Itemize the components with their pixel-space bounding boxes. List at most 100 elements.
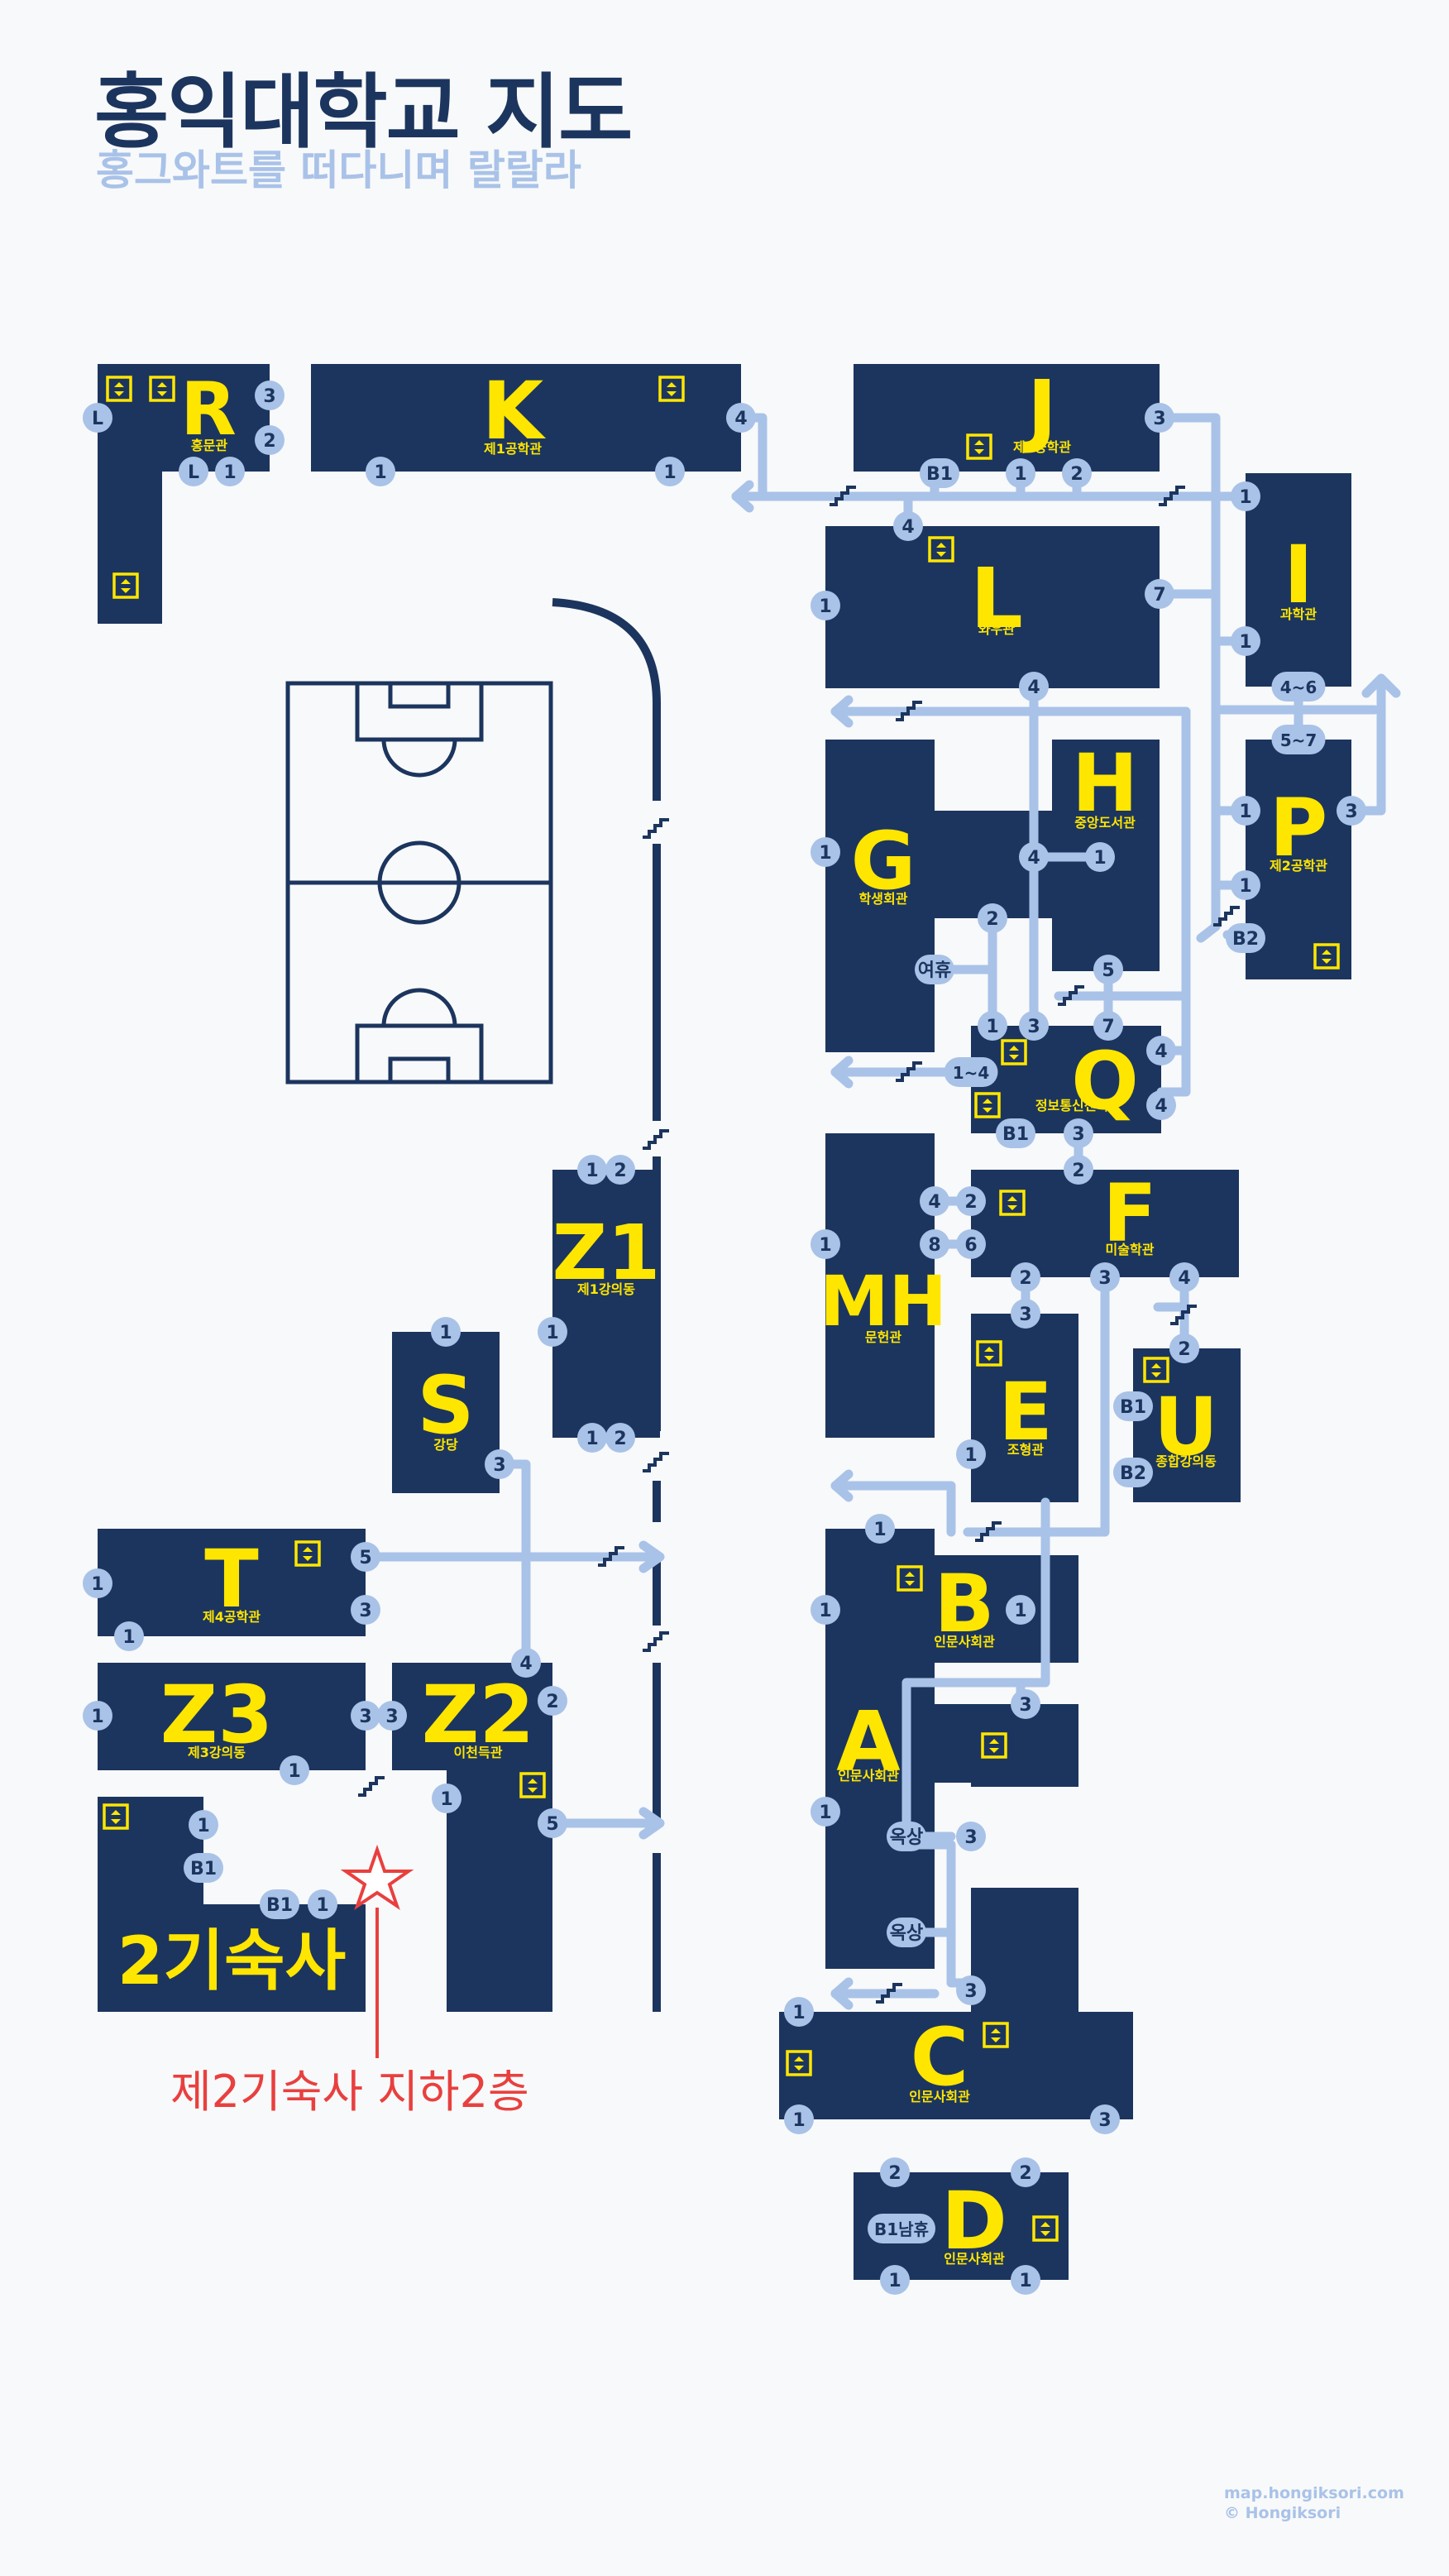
svg-text:1: 1 <box>1019 2271 1031 2291</box>
building-name-T: 제4공학관 <box>203 1609 261 1625</box>
building-letter-H: H <box>1072 737 1138 830</box>
entrance-marker-q-4-upper: 4 <box>1146 1036 1176 1065</box>
building-letter-B: B <box>934 1558 994 1650</box>
page-subtitle: 홍그와트를 떠다니며 랄랄라 <box>96 146 581 194</box>
svg-text:1: 1 <box>792 2003 805 2023</box>
entrance-marker-t-1-bottom: 1 <box>114 1621 144 1651</box>
svg-text:1: 1 <box>586 1429 598 1449</box>
entrance-marker-a-3-bottom: 3 <box>956 1975 986 2005</box>
building-letter-MH: MH <box>820 1261 947 1342</box>
entrance-marker-i-1-mid: 1 <box>1231 626 1260 656</box>
entrance-marker-q-3-bottom: 3 <box>1064 1118 1093 1148</box>
svg-text:1: 1 <box>1093 848 1106 869</box>
building-letter-Z2: Z2 <box>422 1669 534 1761</box>
svg-text:2: 2 <box>614 1161 626 1181</box>
svg-text:1: 1 <box>873 1520 886 1540</box>
entrance-marker-i-1-top: 1 <box>1231 481 1260 511</box>
entrance-marker-f-4-right: 4 <box>1169 1262 1199 1292</box>
entrance-marker-r-1: 1 <box>215 457 245 486</box>
building-letter-I: I <box>1284 529 1313 621</box>
building-name-MH: 문헌관 <box>865 1329 901 1345</box>
svg-text:2: 2 <box>1070 464 1083 485</box>
svg-text:L: L <box>188 462 199 483</box>
building-letter-D: D <box>941 2175 1007 2267</box>
entrance-marker-p-1: 1 <box>1231 796 1260 826</box>
svg-text:1: 1 <box>223 462 236 483</box>
svg-text:1: 1 <box>888 2271 901 2291</box>
building-name-Z2: 이천득관 <box>454 1745 503 1760</box>
dorm-annotation: 제2기숙사 지하2층 <box>170 2066 529 2118</box>
svg-text:B1: B1 <box>190 1859 217 1879</box>
entrance-marker-f-2-left: 2 <box>956 1186 986 1216</box>
building-name-B: 인문사회관 <box>934 1634 995 1650</box>
entrance-marker-q-1: 1 <box>978 1011 1007 1041</box>
svg-text:1: 1 <box>439 1323 452 1343</box>
svg-text:B1: B1 <box>266 1895 293 1916</box>
entrance-marker-f-4-left: 4 <box>920 1186 949 1216</box>
svg-text:4: 4 <box>519 1654 532 1674</box>
svg-text:1: 1 <box>316 1895 328 1916</box>
buildings <box>98 364 1351 2280</box>
building-name-E: 조형관 <box>1007 1442 1044 1458</box>
building-G <box>825 740 1052 1052</box>
svg-text:5: 5 <box>1102 960 1114 981</box>
route-arrows <box>731 480 854 2010</box>
entrance-marker-z1-2-top: 2 <box>605 1155 635 1185</box>
svg-text:4: 4 <box>1155 1096 1167 1117</box>
building-name-D: 인문사회관 <box>944 2251 1005 2267</box>
entrance-marker-d-2-left: 2 <box>880 2157 910 2187</box>
entrance-marker-g-rest: 여휴 <box>915 955 954 984</box>
svg-text:1: 1 <box>1239 632 1251 653</box>
svg-text:3: 3 <box>1072 1124 1084 1145</box>
building-letter-K: K <box>482 365 547 457</box>
building-letter-J: J <box>1022 363 1057 456</box>
building-T <box>98 1529 366 1636</box>
entrance-marker-d-1-right: 1 <box>1011 2265 1040 2295</box>
entrance-marker-l-1: 1 <box>811 591 840 620</box>
entrance-marker-a-3-top: 3 <box>1011 1689 1040 1719</box>
building-letter-S: S <box>417 1359 474 1452</box>
entrance-marker-f-3: 3 <box>1090 1262 1120 1292</box>
building-S <box>392 1332 500 1493</box>
svg-text:6: 6 <box>964 1235 977 1256</box>
building-name-F: 미술학관 <box>1106 1242 1155 1257</box>
entrance-marker-z1-1: 1 <box>538 1317 567 1347</box>
svg-text:1: 1 <box>986 1017 998 1037</box>
entrance-marker-b-1-right: 1 <box>1006 1595 1035 1625</box>
entrance-marker-t-3: 3 <box>351 1595 380 1625</box>
entrance-marker-k-1-left: 1 <box>366 457 395 486</box>
entrance-marker-j-2: 2 <box>1062 458 1092 488</box>
svg-text:3: 3 <box>1098 2110 1111 2131</box>
svg-text:4: 4 <box>1027 678 1040 698</box>
svg-text:7: 7 <box>1153 585 1165 606</box>
svg-text:1: 1 <box>1239 487 1251 508</box>
svg-text:1: 1 <box>374 462 386 483</box>
entrance-marker-z3-1-bottom: 1 <box>280 1755 309 1785</box>
svg-text:5: 5 <box>359 1548 371 1568</box>
entrance-marker-l-4-top: 4 <box>893 511 923 541</box>
svg-text:2: 2 <box>888 2163 901 2184</box>
entrance-marker-i-5to7: 5~7 <box>1271 725 1326 754</box>
svg-text:8: 8 <box>928 1235 940 1256</box>
building-letter-F: F <box>1102 1167 1157 1260</box>
entrance-marker-u-2: 2 <box>1169 1333 1199 1363</box>
entrance-marker-f-2-top: 2 <box>1064 1155 1093 1185</box>
svg-text:1: 1 <box>122 1627 135 1648</box>
building-letter-G: G <box>851 815 916 907</box>
building-name-Q: 정보통신센터 <box>1035 1098 1108 1113</box>
entrance-marker-u-b2: B2 <box>1113 1458 1153 1487</box>
svg-text:B2: B2 <box>1120 1463 1146 1484</box>
building-C <box>779 2012 1133 2119</box>
building-K <box>311 364 741 472</box>
credits-site[interactable]: map.hongiksori.com <box>1224 2484 1404 2502</box>
svg-text:3: 3 <box>1153 409 1165 429</box>
svg-text:여휴: 여휴 <box>918 960 951 981</box>
entrance-marker-e-3: 3 <box>1011 1299 1040 1329</box>
building-letter-T: T <box>204 1533 258 1626</box>
building-L <box>825 526 1160 688</box>
svg-text:4: 4 <box>901 517 914 538</box>
svg-text:2: 2 <box>263 431 275 452</box>
svg-text:2: 2 <box>1019 2163 1031 2184</box>
building-name-J: 제3공학관 <box>1013 439 1071 455</box>
svg-text:1: 1 <box>964 1445 977 1466</box>
